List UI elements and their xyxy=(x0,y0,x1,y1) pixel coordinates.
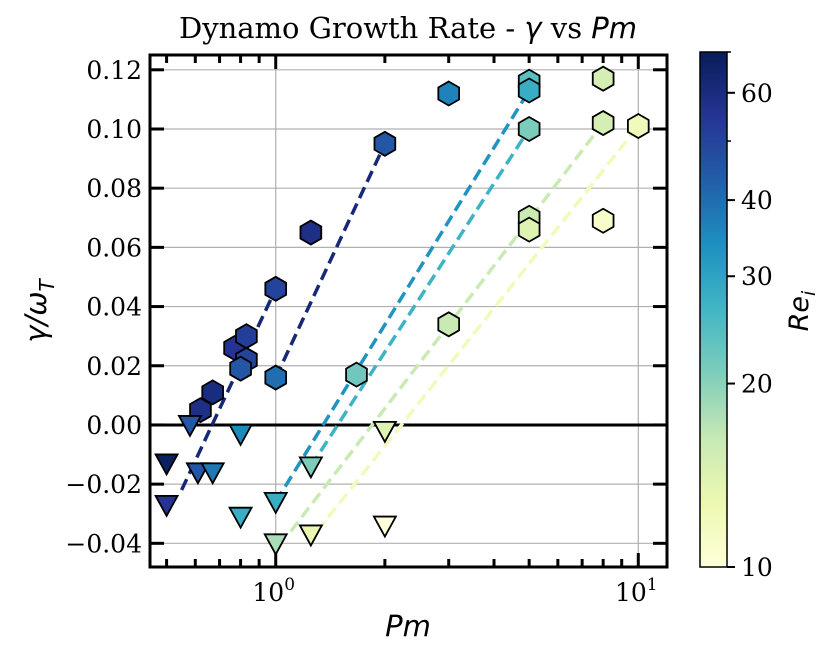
y-axis-label-sub: T xyxy=(35,278,59,292)
x-tick-label-base: 10 xyxy=(615,578,647,607)
fit-line xyxy=(315,124,640,533)
triangle-marker xyxy=(372,515,398,539)
triangle-marker xyxy=(154,453,180,477)
data-markers xyxy=(154,65,650,557)
x-tick-label: 101 xyxy=(615,575,658,607)
chart-title: Dynamo Growth Rate - γ vs Pm xyxy=(179,11,637,45)
triangle-marker xyxy=(228,506,254,530)
triangle-marker xyxy=(298,524,324,548)
y-axis-label-main: γ/ω xyxy=(19,292,53,343)
hexagon-marker xyxy=(345,361,368,388)
title-gamma: γ xyxy=(524,11,543,45)
hexagon-marker xyxy=(264,364,288,391)
triangle-marker xyxy=(154,494,180,518)
x-tick-label-base: 10 xyxy=(252,578,284,607)
colorbar-label-sub: i xyxy=(798,290,820,296)
axis-ticks xyxy=(150,55,667,567)
hexagon-marker xyxy=(627,112,650,140)
colorbar xyxy=(699,51,728,568)
x-tick-label: 100 xyxy=(252,575,295,607)
y-tick-label: 0.04 xyxy=(86,293,142,322)
colorbar-tick-label: 60 xyxy=(741,79,773,108)
hexagon-marker xyxy=(299,219,323,246)
hexagon-marker xyxy=(373,130,397,157)
y-tick-label: 0.08 xyxy=(86,174,142,203)
triangle-marker xyxy=(263,491,289,515)
y-tick-label: 0.00 xyxy=(86,411,142,440)
y-tick-label: −0.04 xyxy=(65,529,142,558)
fit-line xyxy=(274,89,531,503)
x-tick-labels: 100 101 xyxy=(252,575,657,607)
hexagon-marker xyxy=(437,311,461,338)
colorbar-label: Rei xyxy=(784,290,820,331)
hexagon-marker xyxy=(201,379,224,406)
hexagon-marker xyxy=(437,80,461,107)
title-pm: Pm xyxy=(591,11,637,45)
hexagon-marker xyxy=(591,65,615,92)
hexagon-marker xyxy=(517,216,541,243)
hexagon-marker xyxy=(591,207,615,234)
y-tick-label: −0.02 xyxy=(65,470,142,499)
grid-lines xyxy=(150,55,667,567)
hexagon-marker xyxy=(229,355,252,382)
fit-line xyxy=(309,128,531,468)
fit-line xyxy=(274,143,387,379)
y-tick-label: 0.10 xyxy=(86,115,142,144)
hexagon-marker xyxy=(591,110,615,137)
colorbar-tick-label: 40 xyxy=(741,186,773,215)
triangle-marker xyxy=(200,462,226,486)
triangle-marker xyxy=(177,415,203,438)
hexagon-marker xyxy=(517,77,541,104)
x-axis-label: Pm xyxy=(385,609,431,643)
colorbar-tick-label: 10 xyxy=(741,553,773,582)
y-tick-label: 0.12 xyxy=(86,56,142,85)
x-tick-label-exp: 0 xyxy=(284,575,295,595)
colorbar-ticks: 10 20 30 40 60 xyxy=(727,51,773,582)
colorbar-label-main: Re xyxy=(784,296,815,331)
fit-lines xyxy=(180,89,640,533)
x-tick-label-exp: 1 xyxy=(647,575,658,595)
colorbar-tick-label: 30 xyxy=(741,262,773,291)
triangle-marker xyxy=(263,533,289,557)
y-tick-label: 0.06 xyxy=(86,233,142,262)
y-axis-label: γ/ωT xyxy=(19,278,59,343)
title-mid: vs xyxy=(542,11,592,45)
y-tick-label: 0.02 xyxy=(86,352,142,381)
plot-frame xyxy=(148,53,669,569)
title-prefix: Dynamo Growth Rate - xyxy=(179,11,524,45)
colorbar-tick-label: 20 xyxy=(741,370,773,399)
triangle-marker xyxy=(298,456,324,480)
hexagon-marker xyxy=(235,323,258,350)
y-tick-labels: 0.12 0.10 0.08 0.06 0.04 0.02 0.00 −0.02 −0.04 xyxy=(65,56,142,559)
hexagon-marker xyxy=(264,275,288,302)
triangle-marker xyxy=(228,423,254,447)
fit-line xyxy=(180,288,278,491)
hexagon-marker xyxy=(517,115,541,143)
triangle-marker xyxy=(372,420,398,444)
